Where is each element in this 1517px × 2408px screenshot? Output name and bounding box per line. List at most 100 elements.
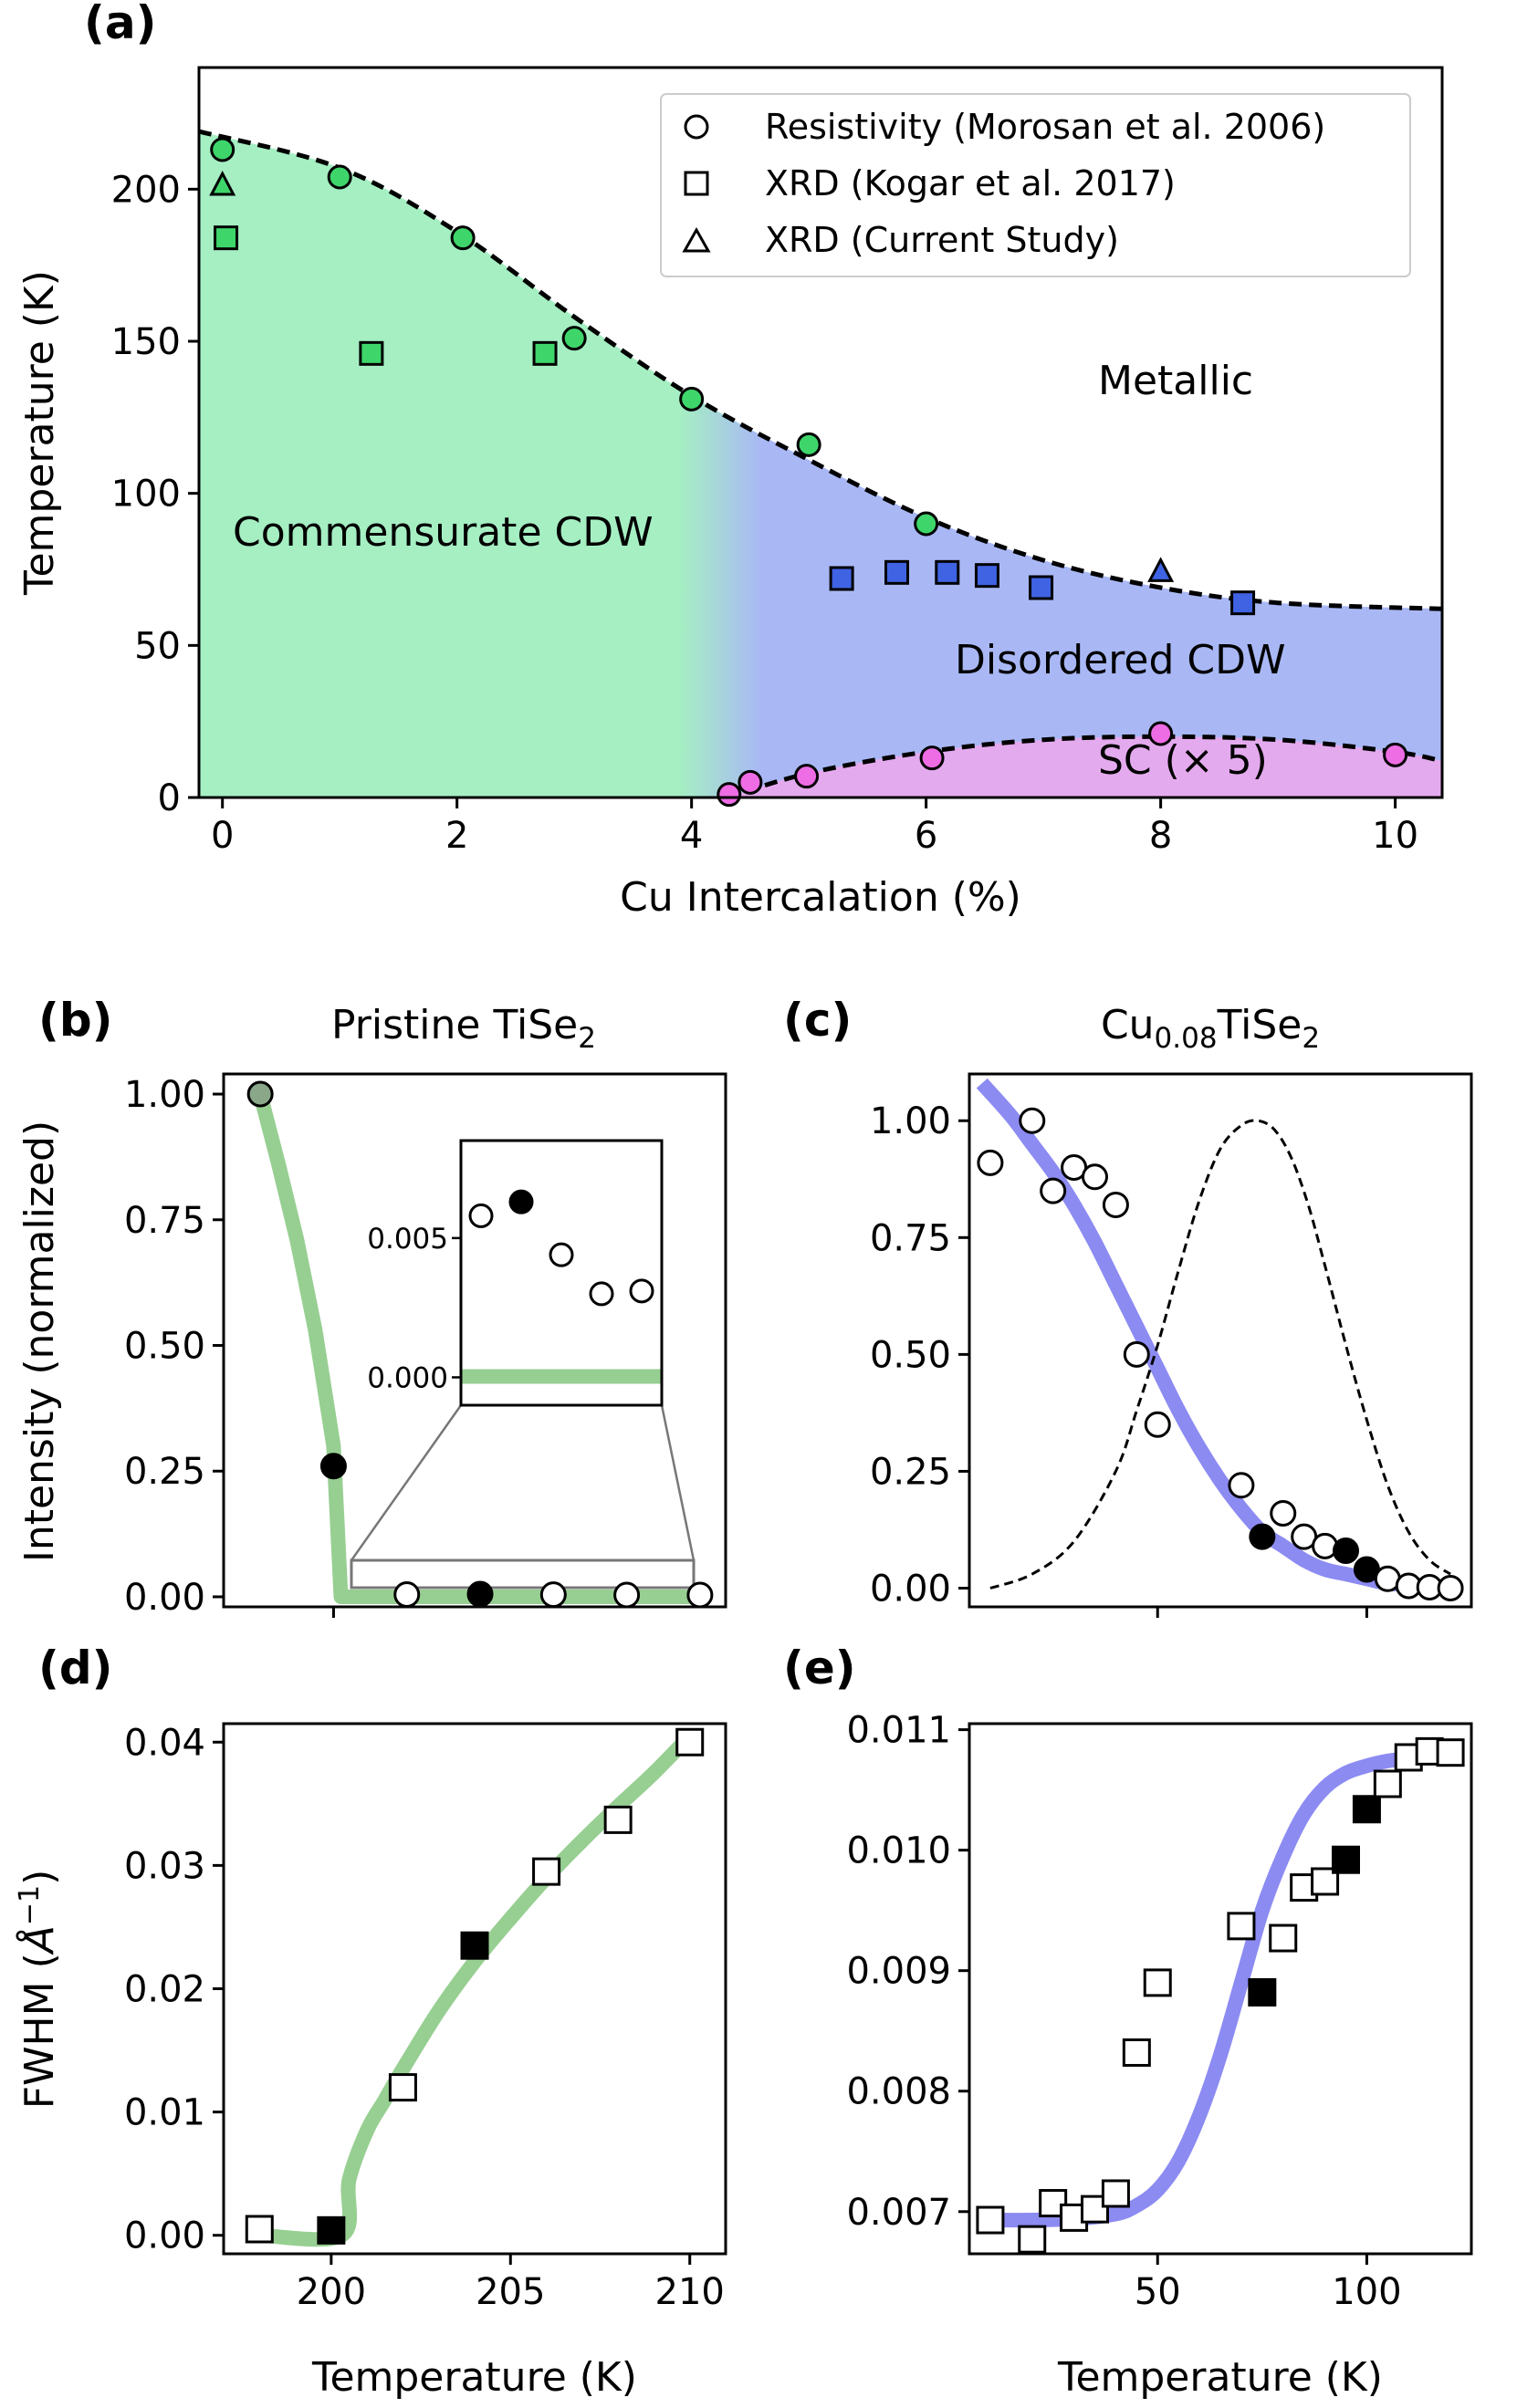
panel-d-fwhm-pristine: 0.00 0.01 0.02 0.03 0.04 200 205 210 Temperatur… xyxy=(124,1722,727,2401)
square-data-point xyxy=(214,225,239,251)
b-ytick-label: 0.25 xyxy=(124,1451,205,1493)
circle-data-point xyxy=(1040,1177,1067,1204)
inset-ytick-label: 0.000 xyxy=(367,1361,448,1394)
square-data-point xyxy=(603,1805,633,1834)
panel-c-intensity-cu: 0.00 0.25 0.50 0.75 1.00 xyxy=(870,1072,1473,1618)
square-data-point xyxy=(1332,1845,1360,1874)
e-ytick-label: 0.010 xyxy=(846,1830,951,1872)
a-ytick-label: 0 xyxy=(158,777,181,819)
sc-boundary-fit-line xyxy=(726,734,1442,797)
triangle-data-point xyxy=(1147,557,1175,582)
square-data-point xyxy=(388,2073,417,2102)
x-axis-label-a: Cu Intercalation (%) xyxy=(620,874,1021,921)
d-xtick-label: 205 xyxy=(476,2271,545,2313)
y-axis-label-intensity: Intensity (normalized) xyxy=(16,1121,63,1562)
legend-square-marker xyxy=(684,171,709,196)
axes-frame-c xyxy=(968,1072,1473,1609)
square-data-point xyxy=(1122,2038,1151,2067)
d-xtick-label: 210 xyxy=(655,2271,725,2313)
circle-data-point xyxy=(977,1149,1004,1176)
circle-data-point xyxy=(466,1580,494,1608)
square-data-point xyxy=(1018,2225,1047,2254)
e-xtick-label: 50 xyxy=(1135,2271,1181,2313)
dashed-peak-curve xyxy=(989,1119,1451,1590)
legend-label-xrd-current: XRD (Current Study) xyxy=(765,220,1119,260)
circle-data-point xyxy=(679,386,705,412)
square-data-point xyxy=(1230,590,1256,616)
axes-frame-b xyxy=(222,1072,727,1609)
region-label-sc: SC (× 5) xyxy=(1098,737,1268,784)
d-ytick-label: 0.00 xyxy=(124,2215,205,2257)
c-ytick-label: 0.50 xyxy=(870,1334,951,1376)
square-data-point xyxy=(935,559,960,585)
a-xtick-label: 6 xyxy=(915,815,937,857)
square-data-point xyxy=(976,2205,1005,2235)
square-data-point xyxy=(359,340,384,366)
panel-label-b: (b) xyxy=(38,994,113,1047)
circle-data-point xyxy=(914,511,939,537)
a-xtick-label: 2 xyxy=(445,815,468,857)
zoom-indicator-rect xyxy=(350,1558,696,1590)
circle-data-point xyxy=(450,225,476,251)
panel-label-c: (c) xyxy=(783,994,852,1047)
circle-data-point xyxy=(1144,1411,1171,1438)
b-ytick-label: 1.00 xyxy=(124,1074,205,1116)
square-data-point xyxy=(532,340,558,366)
square-data-point xyxy=(1039,2189,1068,2218)
e-ytick-label: 0.009 xyxy=(846,1951,951,1993)
c-ytick-label: 0.00 xyxy=(870,1569,951,1611)
circle-data-point xyxy=(1148,721,1174,746)
circle-data-point xyxy=(1123,1340,1150,1368)
zoom-connector-left xyxy=(350,1404,463,1561)
e-ytick-label: 0.007 xyxy=(846,2192,951,2234)
circle-data-point xyxy=(1383,742,1408,767)
region-label-commensurate: Commensurate CDW xyxy=(233,509,654,556)
c-ytick-label: 0.75 xyxy=(870,1217,951,1259)
inset-circle-data-point xyxy=(629,1278,654,1304)
zoom-connector-right xyxy=(660,1404,696,1561)
inset-circle-data-point xyxy=(549,1242,574,1267)
panel-a-phase-diagram: Commensurate CDW Metallic Disordered CDW… xyxy=(16,66,1444,921)
circle-data-point xyxy=(717,782,742,808)
square-data-point xyxy=(1029,575,1054,600)
x-axis-label-d: Temperature (K) xyxy=(311,2354,637,2401)
d-ytick-label: 0.03 xyxy=(124,1845,205,1887)
circle-data-point xyxy=(796,432,821,457)
c-ytick-label: 0.25 xyxy=(870,1451,951,1493)
square-data-point xyxy=(1352,1795,1381,1824)
legend-circle-marker xyxy=(684,114,709,140)
a-xtick-label: 0 xyxy=(211,815,234,857)
inset-circle-data-point xyxy=(468,1203,494,1228)
d-ytick-label: 0.02 xyxy=(124,1969,205,2011)
fit-line-c xyxy=(976,1078,1451,1594)
legend-label-xrd-kogar: XRD (Kogar et al. 2017) xyxy=(765,163,1176,203)
square-data-point xyxy=(532,1857,561,1886)
a-xtick-label: 10 xyxy=(1372,815,1418,857)
a-ytick-label: 200 xyxy=(111,169,181,211)
triangle-data-point xyxy=(209,170,236,196)
square-data-point xyxy=(884,559,910,585)
panel-label-a: (a) xyxy=(84,0,156,49)
a-ytick-label: 50 xyxy=(134,625,181,667)
circle-data-point xyxy=(393,1581,421,1609)
fit-line-e xyxy=(981,1748,1451,2228)
circle-data-point xyxy=(539,1581,567,1609)
c-ytick-label: 1.00 xyxy=(870,1100,951,1142)
region-label-disordered: Disordered CDW xyxy=(955,637,1285,683)
circle-data-point xyxy=(1437,1575,1464,1602)
b-ytick-label: 0.50 xyxy=(124,1326,205,1368)
title-c: Cu0.08TiSe2 xyxy=(1101,1002,1320,1055)
e-ytick-label: 0.011 xyxy=(846,1710,951,1752)
inset-circle-data-point xyxy=(589,1281,614,1307)
inset-b: 0.000 0.005 xyxy=(367,1139,664,1407)
circle-data-point xyxy=(1228,1472,1255,1499)
square-data-point xyxy=(1373,1769,1402,1798)
circle-data-point xyxy=(738,769,763,795)
circle-data-point xyxy=(561,326,587,351)
square-data-point xyxy=(245,2215,274,2244)
inset-circle-data-point xyxy=(508,1189,534,1214)
circle-data-point xyxy=(1082,1163,1108,1191)
circle-data-point xyxy=(210,137,235,162)
circle-data-point xyxy=(246,1080,274,1108)
